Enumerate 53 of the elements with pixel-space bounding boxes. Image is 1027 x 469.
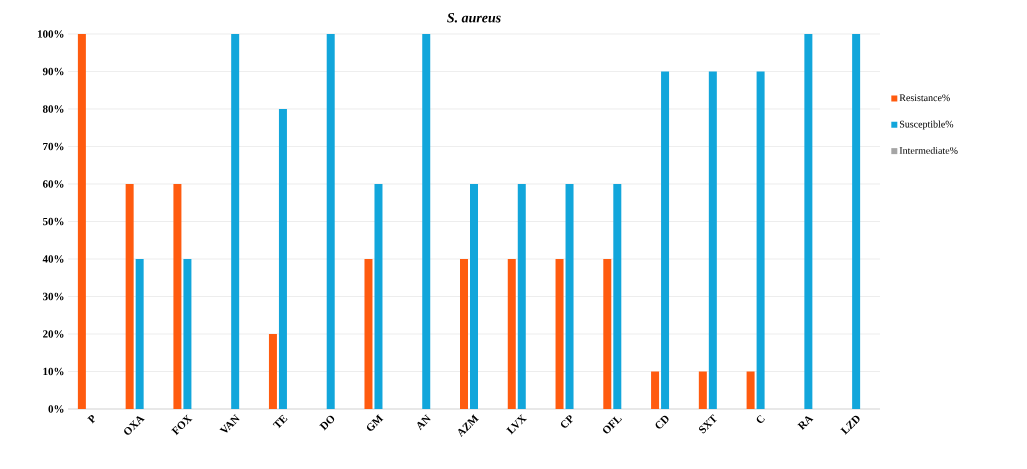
- x-tick-label: OFL: [603, 416, 622, 434]
- bar: [507, 259, 516, 409]
- bar: [125, 184, 134, 409]
- x-tick-label: GM: [366, 414, 384, 431]
- x-tick-label: AN: [417, 414, 431, 431]
- bar: [661, 71, 670, 409]
- bar: [517, 184, 526, 409]
- legend-label: Intermediate%: [899, 146, 958, 154]
- bar: [268, 334, 277, 409]
- bar: [364, 259, 373, 409]
- bar: [804, 34, 813, 409]
- bar: [613, 184, 622, 409]
- bar: [698, 371, 707, 409]
- bar: [565, 184, 574, 409]
- bar: [651, 371, 660, 409]
- chart-title: S. aureus: [447, 13, 501, 23]
- x-tick-label: TE: [272, 414, 288, 429]
- x-tick-label: RA: [797, 416, 814, 431]
- bar: [326, 34, 335, 409]
- bar: [77, 34, 86, 409]
- y-tick-label: 100%: [37, 30, 64, 38]
- y-tick-label: 70%: [43, 142, 64, 151]
- x-tick-label: C: [756, 414, 765, 424]
- y-tick-label: 80%: [42, 105, 64, 113]
- y-tick-label: 50%: [43, 217, 64, 226]
- y-tick-label: 60%: [42, 180, 64, 188]
- y-tick-label: 0%: [48, 405, 64, 413]
- bar: [374, 184, 383, 409]
- bar: [173, 184, 182, 409]
- bar: [852, 34, 861, 409]
- x-tick-label: DO: [319, 415, 335, 431]
- y-tick-label: 20%: [43, 330, 64, 338]
- bar: [470, 184, 478, 409]
- bar: [756, 71, 765, 409]
- bar: [708, 71, 717, 409]
- x-tick-label: CD: [655, 415, 669, 429]
- bar: [555, 259, 564, 409]
- bar: [183, 259, 192, 409]
- bar: [460, 259, 468, 409]
- bar: [746, 371, 755, 409]
- y-tick-label: 30%: [42, 292, 64, 301]
- bar: [278, 109, 287, 409]
- bar: [135, 259, 144, 409]
- legend-label: Resistance%: [899, 94, 950, 102]
- legend-label: Susceptible%: [899, 120, 954, 130]
- bar: [231, 34, 240, 409]
- bar: [422, 34, 431, 409]
- y-tick-label: 90%: [42, 67, 64, 76]
- y-tick-label: 40%: [42, 255, 64, 263]
- bar: [603, 259, 612, 409]
- x-tick-label: CP: [560, 415, 573, 428]
- y-tick-label: 10%: [43, 367, 64, 376]
- x-tick-label: P: [87, 415, 96, 424]
